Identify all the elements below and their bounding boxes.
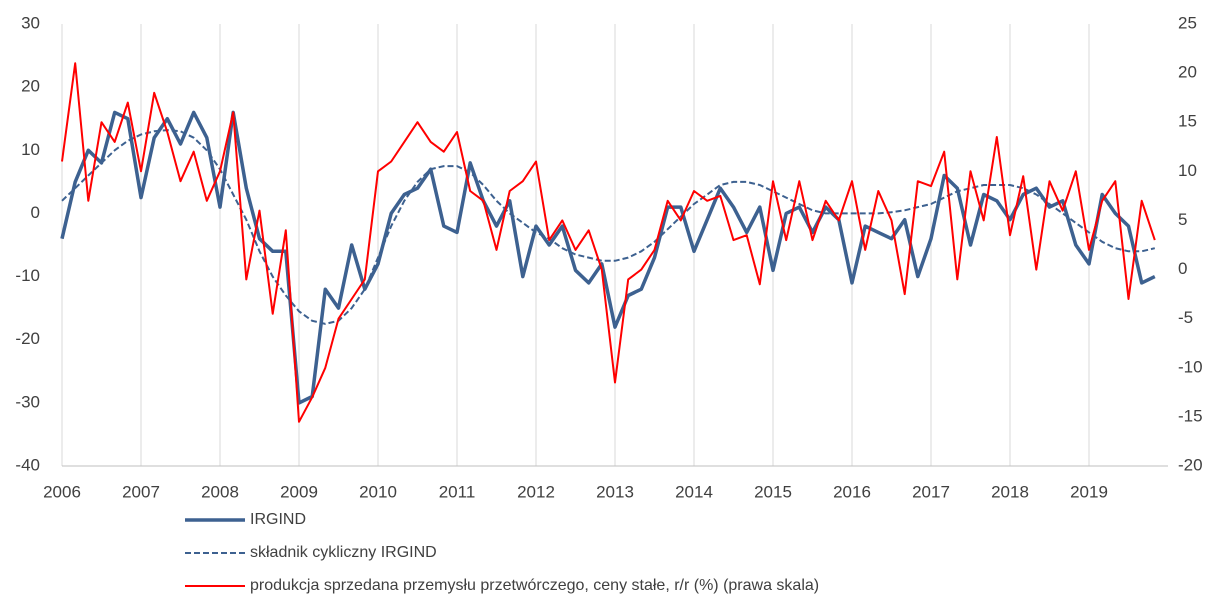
y2-tick-label: 0: [1178, 259, 1187, 278]
y-tick-label: -10: [15, 266, 40, 285]
y-tick-label: -40: [15, 455, 40, 474]
x-tick-label: 2011: [439, 482, 476, 501]
y2-tick-label: -15: [1178, 406, 1203, 425]
y-tick-label: 30: [21, 13, 40, 32]
y-tick-label: -20: [15, 329, 40, 348]
x-tick-label: 2010: [359, 482, 397, 501]
y2-tick-label: -5: [1178, 308, 1193, 327]
y-tick-label: -30: [15, 392, 40, 411]
y-tick-label: 0: [31, 203, 40, 222]
y2-tick-label: -10: [1178, 357, 1203, 376]
y2-tick-label: 20: [1178, 63, 1197, 82]
x-tick-label: 2018: [991, 482, 1029, 501]
x-tick-label: 2017: [912, 482, 950, 501]
x-tick-label: 2016: [833, 482, 871, 501]
series-line: [61, 129, 1156, 325]
x-tick-label: 2009: [280, 482, 318, 501]
x-tick-label: 2006: [43, 482, 81, 501]
x-tick-label: 2007: [122, 482, 160, 501]
y2-tick-label: 15: [1178, 112, 1197, 131]
x-tick-label: 2014: [675, 482, 713, 501]
y-tick-label: 10: [21, 140, 40, 159]
legend-label: produkcja sprzedana przemysłu przetwórcz…: [250, 577, 819, 594]
legend-label: składnik cykliczny IRGIND: [250, 544, 437, 561]
x-tick-label: 2008: [201, 482, 239, 501]
y2-tick-label: 5: [1178, 210, 1187, 229]
x-tick-label: 2013: [596, 482, 634, 501]
x-tick-label: 2019: [1070, 482, 1108, 501]
y-tick-label: 20: [21, 77, 40, 96]
y2-tick-label: 25: [1178, 13, 1197, 32]
series-line: [61, 62, 1156, 423]
y2-tick-label: -20: [1178, 455, 1203, 474]
y2-tick-label: 10: [1178, 161, 1197, 180]
x-tick-label: 2012: [517, 482, 555, 501]
x-tick-label: 2015: [754, 482, 792, 501]
series-line: [60, 110, 1156, 405]
legend-label: IRGIND: [250, 511, 306, 528]
